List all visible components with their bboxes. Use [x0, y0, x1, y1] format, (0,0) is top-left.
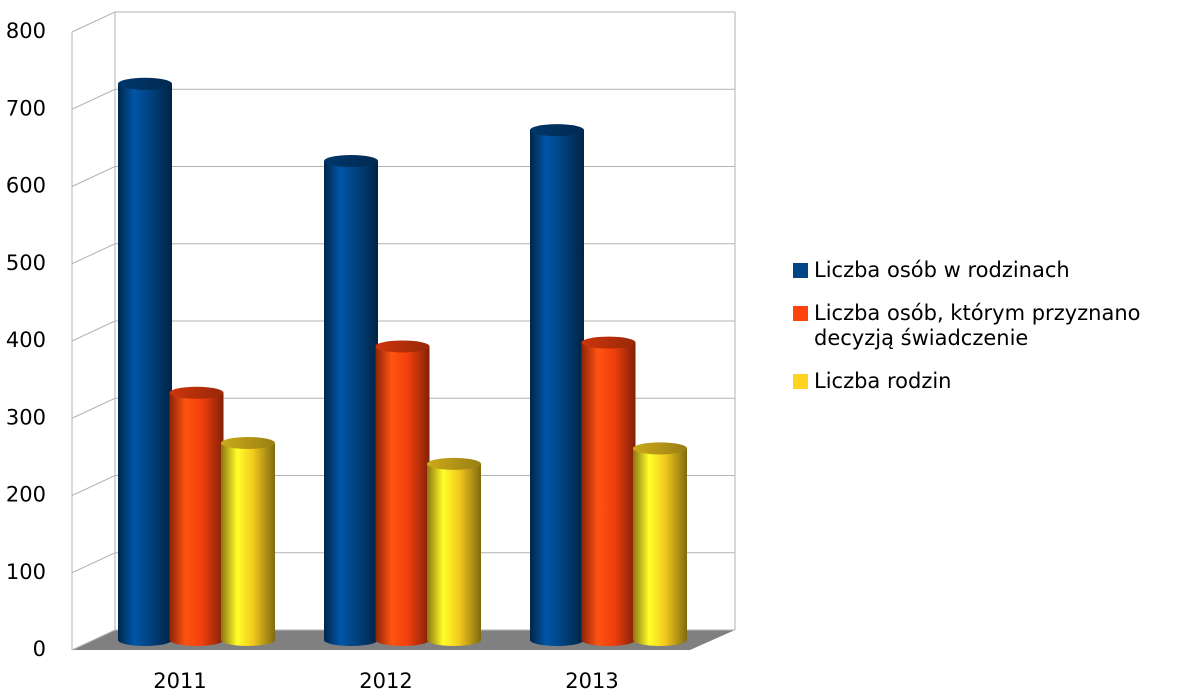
grid-line — [71, 243, 735, 265]
y-tick-label: 100 — [6, 560, 46, 584]
y-tick-label: 200 — [6, 483, 46, 507]
bar — [427, 457, 481, 646]
legend-label: Liczba osób, którym przyznano decyzją św… — [814, 301, 1141, 350]
legend-item: Liczba osób, którym przyznano decyzją św… — [793, 301, 1178, 351]
bar — [169, 386, 224, 646]
legend-swatch — [793, 306, 808, 321]
legend-label: Liczba osób w rodzinach — [814, 258, 1070, 282]
y-tick-label: 0 — [33, 637, 46, 661]
legend-item: Liczba osób w rodzinach — [793, 258, 1178, 283]
bar — [324, 155, 378, 647]
x-tick-label: 2011 — [153, 669, 206, 693]
grid-line — [71, 475, 735, 496]
grid-line — [71, 397, 735, 419]
legend-swatch — [793, 263, 808, 278]
bar — [221, 437, 275, 646]
grid-line — [71, 88, 735, 110]
grid-line — [71, 320, 735, 342]
grid-line — [71, 629, 735, 651]
x-tick-label: 2013 — [565, 669, 618, 693]
grid-line — [71, 166, 735, 187]
y-tick-label: 300 — [6, 405, 46, 429]
bar — [633, 442, 687, 646]
legend: Liczba osób w rodzinach Liczba osób, któr… — [793, 258, 1178, 412]
x-tick-label: 2012 — [359, 669, 412, 693]
bar — [118, 77, 172, 647]
y-tick-label: 400 — [6, 328, 46, 352]
y-tick-label: 700 — [6, 96, 46, 120]
y-tick-label: 500 — [6, 251, 46, 275]
y-tick-label: 600 — [6, 174, 46, 198]
legend-swatch — [793, 374, 808, 389]
y-tick-label: 800 — [6, 19, 46, 43]
legend-item: Liczba rodzin — [793, 369, 1178, 394]
grid-line — [71, 11, 735, 33]
bar — [581, 336, 636, 646]
bar — [375, 340, 430, 646]
grid-line — [71, 552, 735, 574]
legend-label: Liczba rodzin — [814, 369, 952, 393]
bar — [530, 124, 584, 646]
